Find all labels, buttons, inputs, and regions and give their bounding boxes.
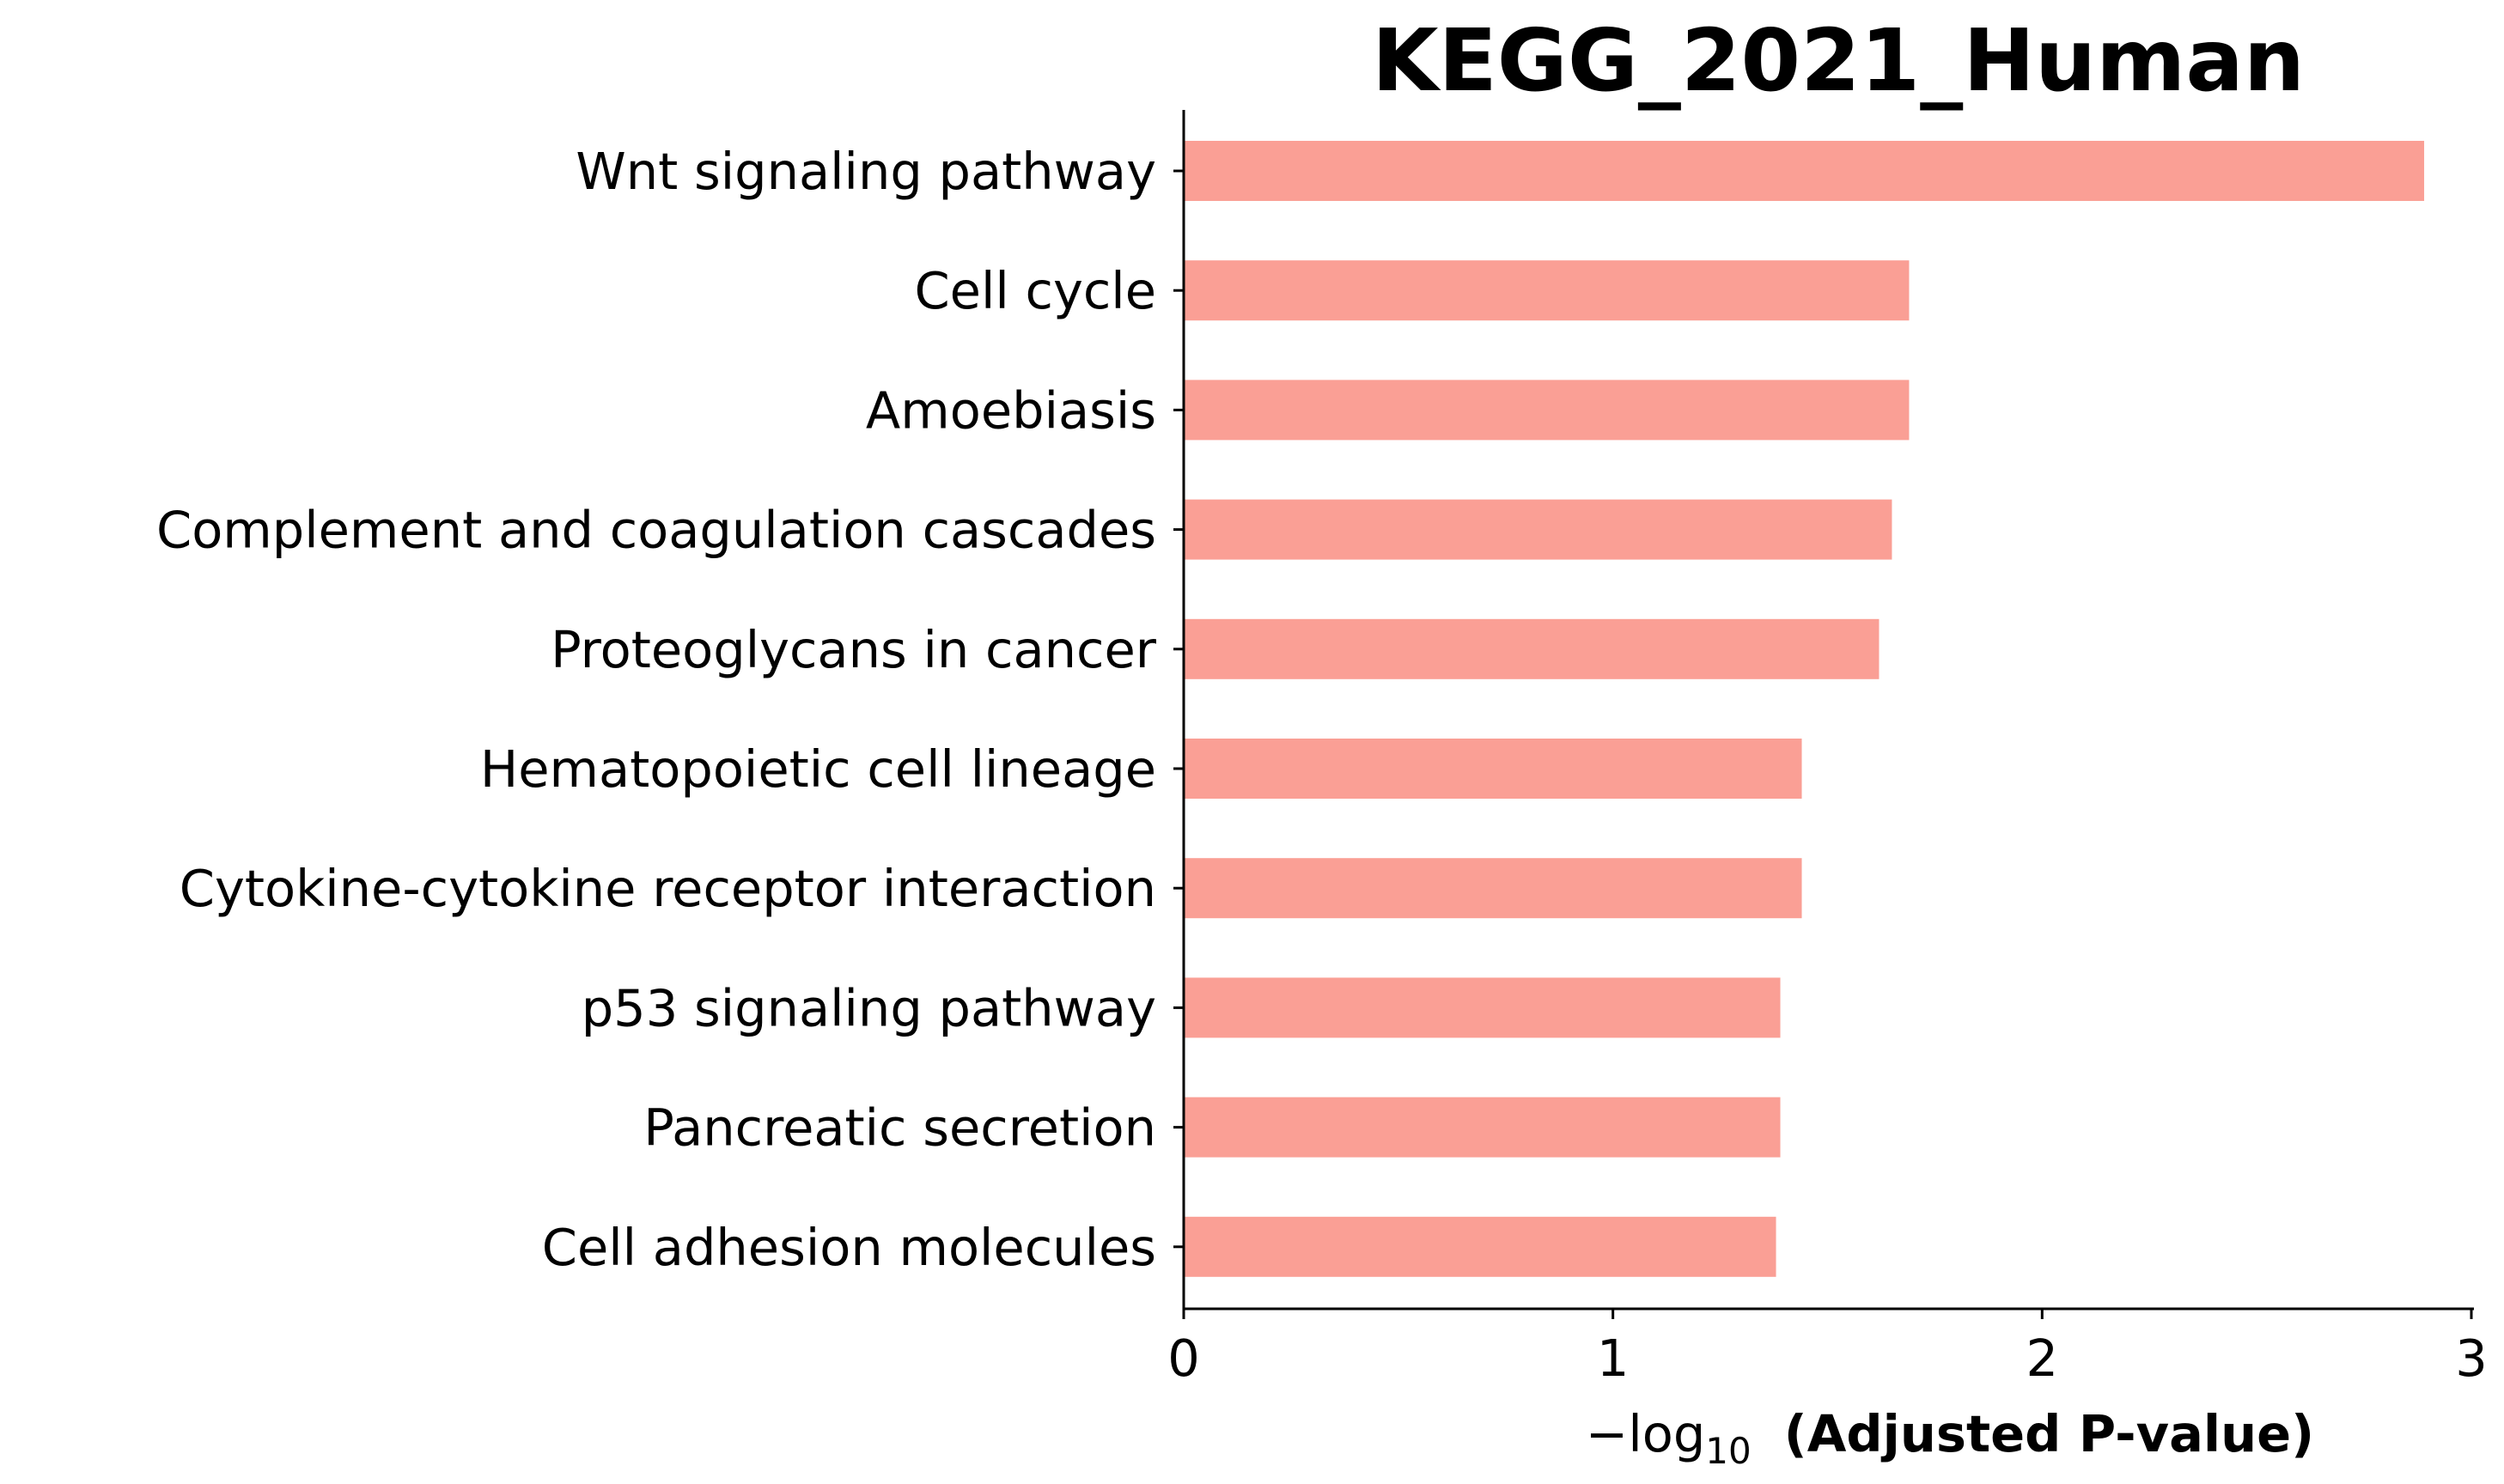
x-axis-label-subscript: 10 bbox=[1705, 1430, 1751, 1472]
x-tick-label: 2 bbox=[2026, 1329, 2059, 1388]
y-tick-label: p53 signaling pathway bbox=[582, 978, 1156, 1037]
y-tick-label: Amoebiasis bbox=[866, 380, 1156, 440]
bar bbox=[1184, 739, 1802, 799]
bars-group bbox=[1184, 141, 2425, 1277]
x-ticks-group bbox=[1182, 1309, 2473, 1319]
x-tick-label: 1 bbox=[1597, 1329, 1630, 1388]
bar bbox=[1184, 141, 2425, 201]
x-tick-label: 0 bbox=[1167, 1329, 1200, 1388]
y-tick-label: Wnt signaling pathway bbox=[576, 142, 1156, 201]
x-tick-labels-group: 0 1 2 3 bbox=[1167, 1329, 2488, 1388]
y-tick-label: Cytokine-cytokine receptor interaction bbox=[180, 859, 1156, 918]
bar bbox=[1184, 1097, 1781, 1158]
chart-title: KEGG_2021_Human bbox=[1372, 10, 2305, 111]
bar bbox=[1184, 1216, 1776, 1277]
y-tick-label: Cell adhesion molecules bbox=[542, 1218, 1156, 1277]
y-tick-label: Cell cycle bbox=[914, 261, 1156, 320]
bar bbox=[1184, 618, 1880, 679]
y-ticks-group bbox=[1173, 169, 1184, 1249]
bar bbox=[1184, 858, 1802, 919]
x-axis-label-prefix: −log bbox=[1586, 1404, 1705, 1463]
x-axis-label: −log10 (Adjusted P-value) bbox=[1586, 1404, 2314, 1472]
y-labels-group: Wnt signaling pathway Cell cycle Amoebiasi… bbox=[156, 142, 1157, 1277]
x-tick-label: 3 bbox=[2455, 1329, 2488, 1388]
bar bbox=[1184, 380, 1910, 441]
y-tick-label: Complement and coagulation cascades bbox=[156, 501, 1156, 560]
bar bbox=[1184, 499, 1892, 560]
bar bbox=[1184, 977, 1781, 1038]
bar bbox=[1184, 260, 1910, 321]
x-axis-label-suffix: (Adjusted P-value) bbox=[1784, 1404, 2314, 1463]
y-tick-label: Hematopoietic cell lineage bbox=[480, 739, 1156, 799]
y-tick-label: Proteoglycans in cancer bbox=[551, 620, 1157, 679]
y-tick-label: Pancreatic secretion bbox=[643, 1098, 1156, 1158]
